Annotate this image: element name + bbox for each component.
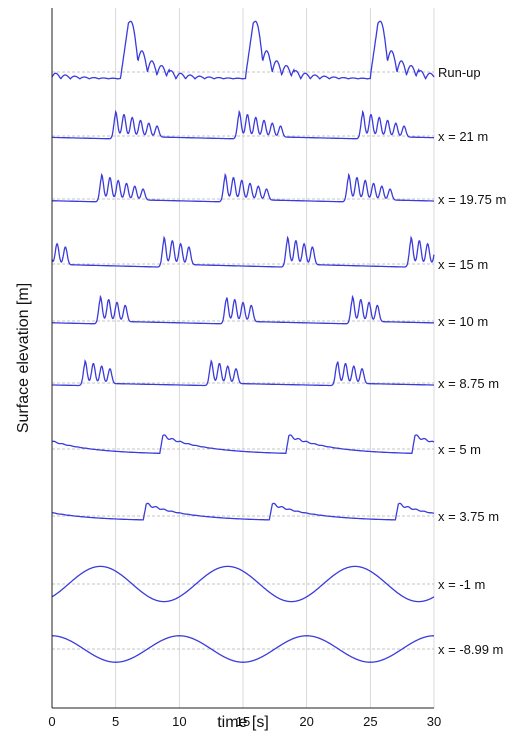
trace-line <box>52 172 434 203</box>
x-axis-label: time [s] <box>217 714 269 731</box>
trace-label: x = 10 m <box>438 314 488 329</box>
trace-label: x = -1 m <box>438 577 485 592</box>
trace-labels: Run-up x = 21 m x = 19.75 m x = 15 m x = 10 … <box>438 65 506 657</box>
grid-lines <box>115 8 435 708</box>
trace-label: x = 8.75 m <box>438 376 499 391</box>
x-tick-label: 20 <box>299 714 313 729</box>
trace-line <box>52 109 434 140</box>
trace-line <box>52 635 434 663</box>
x-tick-label: 25 <box>363 714 377 729</box>
x-tick-label: 15 <box>236 714 250 729</box>
x-tick-labels: 0 5 10 15 20 25 30 <box>48 714 441 729</box>
x-tick-label: 5 <box>112 714 119 729</box>
trace-label: x = 19.75 m <box>438 192 506 207</box>
x-tick-label: 0 <box>48 714 55 729</box>
trace-label: x = 21 m <box>438 129 488 144</box>
trace-line <box>51 565 435 603</box>
trace-line <box>51 434 435 454</box>
trace-line <box>51 20 435 80</box>
trace-label: x = 5 m <box>438 442 481 457</box>
trace-line <box>51 359 434 387</box>
trace-label: x = 15 m <box>438 257 488 272</box>
baselines <box>52 71 434 650</box>
trace-label: x = -8.99 m <box>438 642 503 657</box>
x-tick-label: 30 <box>427 714 441 729</box>
trace-line <box>52 294 434 325</box>
traces <box>51 20 435 663</box>
trace-line <box>51 235 435 268</box>
x-tick-label: 10 <box>172 714 186 729</box>
y-axis-label: Surface elevation [m] <box>15 283 32 433</box>
trace-label: Run-up <box>438 65 481 80</box>
trace-line <box>51 502 435 521</box>
trace-label: x = 3.75 m <box>438 509 499 524</box>
